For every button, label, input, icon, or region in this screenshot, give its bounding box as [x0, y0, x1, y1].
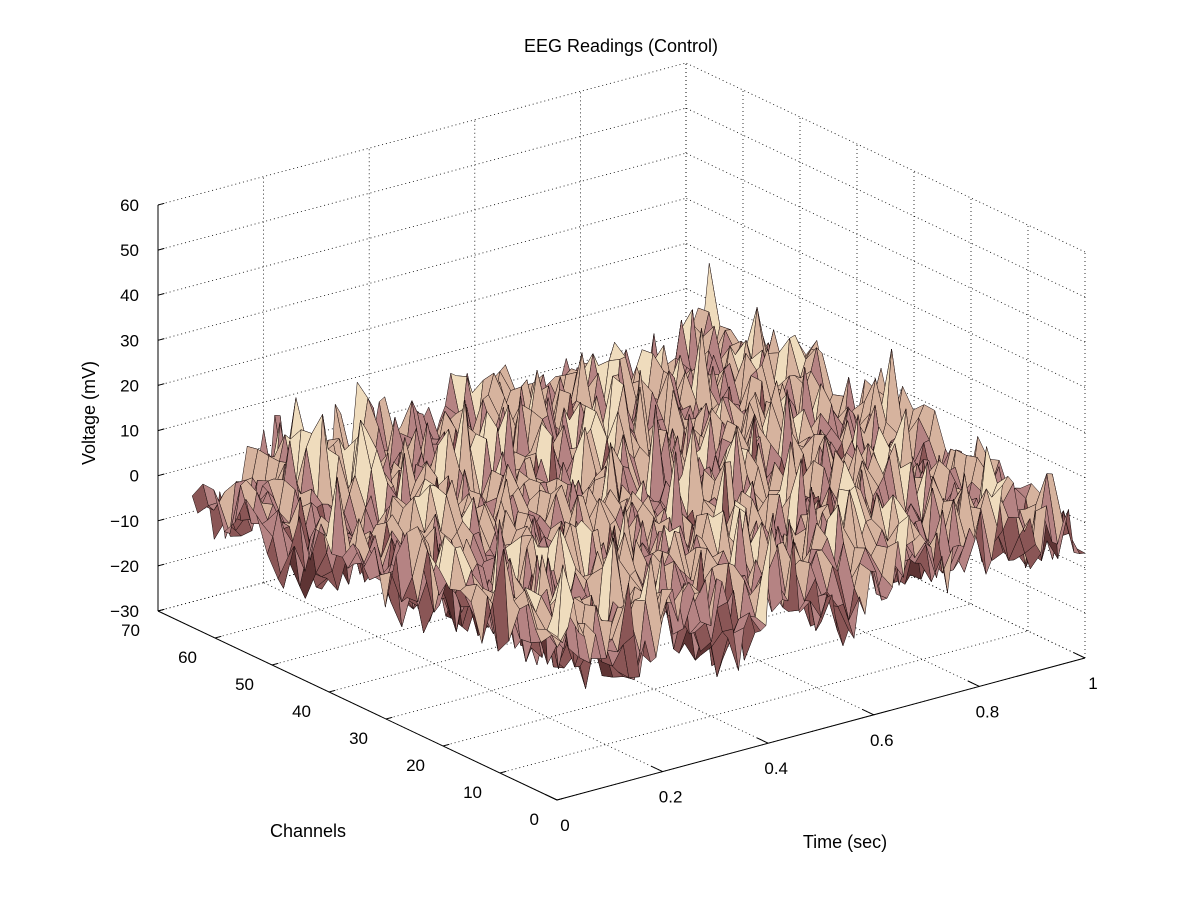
x-tick-label: 0.6 [870, 731, 894, 750]
tick-marks [157, 202, 1086, 801]
z-tick-label: 20 [120, 376, 139, 395]
z-tick-mark [157, 383, 165, 386]
y-tick-mark [556, 797, 564, 801]
z-tick-mark [157, 293, 165, 296]
y-axis-line [157, 610, 558, 801]
z-tick-label: −30 [110, 602, 139, 621]
side-wall-grid-line [685, 243, 1086, 433]
x-tick-label: 1 [1088, 674, 1097, 693]
z-tick-mark [157, 338, 165, 341]
back-wall-grid-line [157, 62, 687, 206]
x-tick-label: 0.8 [976, 702, 1000, 721]
chart-title: EEG Readings (Control) [524, 36, 718, 56]
y-axis-label: Channels [270, 821, 346, 841]
x-tick-label: 0.2 [659, 788, 683, 807]
z-tick-label: −20 [110, 557, 139, 576]
side-wall-grid-line [685, 197, 1086, 388]
floor-grid-line [263, 582, 663, 772]
z-tick-mark [157, 563, 165, 567]
x-tick-mark [967, 680, 980, 687]
x-tick-label: 0 [560, 816, 569, 835]
y-tick-mark [385, 716, 393, 720]
x-tick-mark [650, 765, 663, 773]
z-tick-mark [157, 473, 165, 477]
z-tick-label: 60 [120, 196, 139, 215]
axis-lines [157, 205, 1086, 801]
z-tick-label: 0 [130, 467, 139, 486]
z-tick-label: 30 [120, 331, 139, 350]
z-tick-label: 10 [120, 422, 139, 441]
z-tick-mark [157, 518, 165, 522]
surface-mesh [191, 262, 1086, 689]
x-tick-mark [1073, 652, 1086, 659]
surface-cell [885, 348, 903, 434]
side-wall-grid-line [685, 107, 1086, 298]
z-tick-mark [157, 247, 165, 251]
x-tick-label: 0.4 [764, 759, 788, 778]
y-tick-mark [214, 635, 222, 639]
y-tick-label: 20 [406, 756, 425, 775]
z-tick-mark [157, 202, 165, 206]
back-wall-grid-line [157, 152, 687, 296]
y-tick-label: 50 [235, 675, 254, 694]
surface-cell [546, 629, 563, 643]
y-tick-label: 30 [349, 729, 368, 748]
y-tick-label: 0 [530, 810, 539, 829]
z-axis-label: Voltage (mV) [79, 361, 99, 465]
z-tick-label: −10 [110, 512, 139, 531]
z-tick-label: 40 [120, 286, 139, 305]
x-tick-mark [545, 794, 558, 801]
z-tick-mark [157, 428, 165, 432]
y-tick-label: 70 [121, 621, 140, 640]
x-tick-mark [862, 708, 875, 716]
z-tick-mark [157, 608, 165, 612]
x-axis-label: Time (sec) [803, 832, 887, 852]
side-wall-grid-line [685, 62, 1086, 253]
y-tick-mark [328, 689, 336, 693]
y-tick-mark [271, 662, 279, 666]
y-tick-label: 10 [463, 783, 482, 802]
x-tick-mark [756, 737, 769, 744]
back-wall-grid-line [157, 107, 687, 251]
z-tick-label: 50 [120, 241, 139, 260]
y-tick-mark [499, 770, 507, 774]
back-wall-grid-line [157, 197, 687, 341]
y-tick-mark [442, 743, 450, 747]
x-axis-line [556, 657, 1086, 801]
y-tick-label: 60 [178, 648, 197, 667]
side-wall-grid-line [685, 152, 1086, 343]
y-tick-label: 40 [292, 702, 311, 721]
